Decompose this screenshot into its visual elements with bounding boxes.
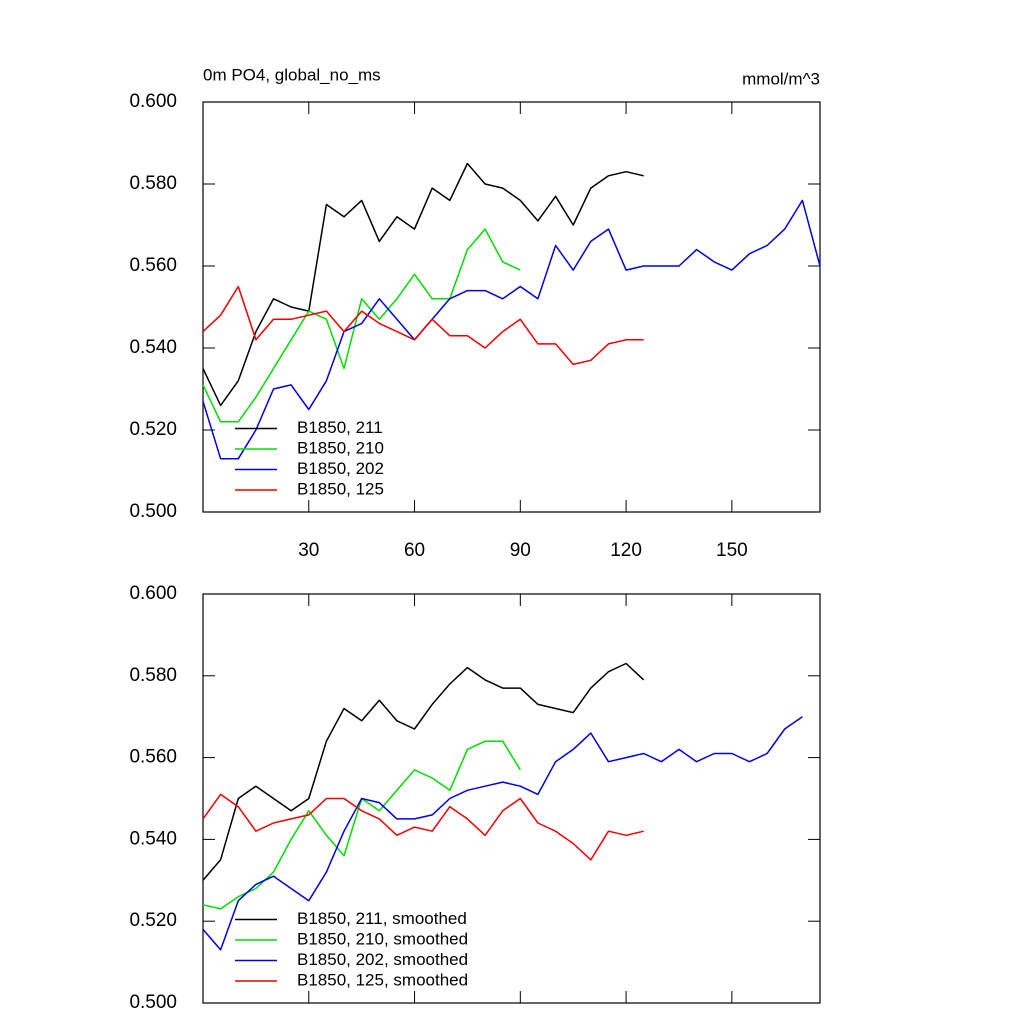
y-tick-label: 0.600 <box>129 583 177 604</box>
units-label: mmol/m^3 <box>742 69 820 88</box>
legend-label: B1850, 211 <box>297 418 383 437</box>
y-tick-label: 0.560 <box>129 747 177 768</box>
y-tick-label: 0.580 <box>129 665 177 686</box>
data-line <box>202 162 644 407</box>
y-tick-label: 0.600 <box>129 91 177 112</box>
x-tick-label: 150 <box>716 540 748 561</box>
plot-frame <box>202 593 821 1004</box>
legend-label: B1850, 210 <box>297 438 384 457</box>
data-line <box>202 793 644 861</box>
x-tick-label: 30 <box>298 540 319 561</box>
plot-frame <box>202 101 821 513</box>
y-tick-label: 0.520 <box>129 419 177 440</box>
legend-label: B1850, 202, smoothed <box>297 950 468 969</box>
data-line <box>202 716 803 951</box>
data-line <box>202 662 645 881</box>
y-tick-label: 0.500 <box>129 992 177 1013</box>
y-tick-label: 0.520 <box>129 910 177 931</box>
x-tick-label: 120 <box>610 540 642 561</box>
x-tick-label: 60 <box>404 540 425 561</box>
data-line <box>202 285 644 366</box>
data-line <box>202 228 521 423</box>
legend-label: B1850, 202 <box>297 459 384 478</box>
legend-label: B1850, 210, smoothed <box>297 929 468 948</box>
y-tick-label: 0.500 <box>129 501 177 522</box>
y-tick-label: 0.540 <box>129 337 177 358</box>
chart-title: 0m PO4, global_no_ms <box>203 65 381 84</box>
y-tick-label: 0.540 <box>129 828 177 849</box>
y-tick-label: 0.580 <box>129 173 177 194</box>
legend-label: B1850, 125, smoothed <box>297 970 468 989</box>
x-tick-label: 90 <box>510 540 531 561</box>
y-tick-label: 0.560 <box>129 255 177 276</box>
data-line <box>202 199 821 460</box>
legend-label: B1850, 211, smoothed <box>297 909 467 928</box>
legend-label: B1850, 125 <box>297 479 384 498</box>
